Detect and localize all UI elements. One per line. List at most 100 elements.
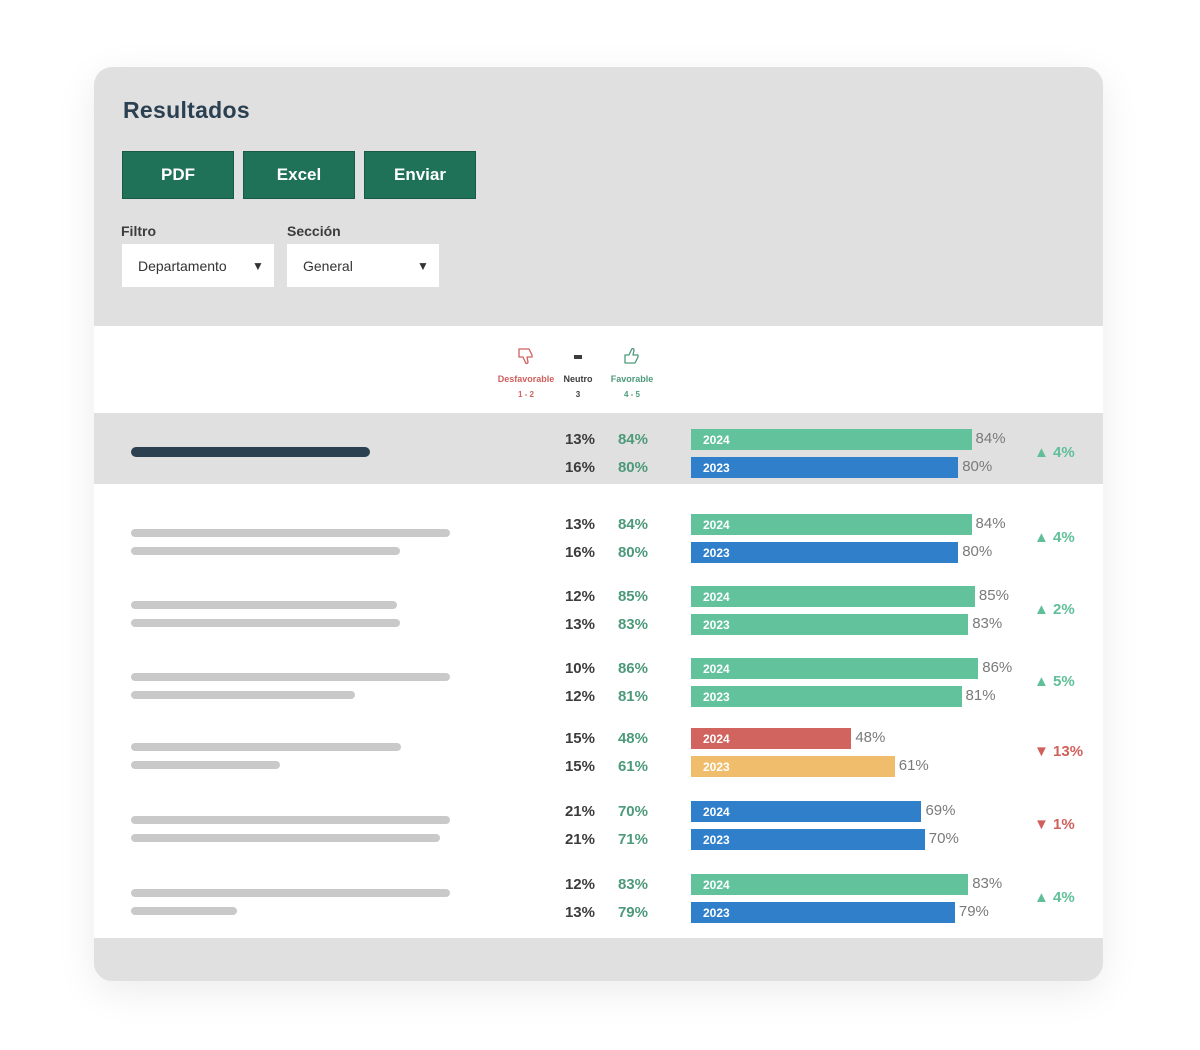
redacted-label-bar: [131, 619, 400, 627]
bar-value: 85%: [978, 587, 1009, 604]
year-bar: 2024: [691, 514, 972, 535]
bar-value: 83%: [972, 875, 1003, 892]
neutral-percent: 15%: [564, 730, 595, 747]
chevron-down-icon: ▼: [417, 258, 429, 273]
thumbs-down-icon: [518, 348, 533, 365]
excel-button[interactable]: Excel: [243, 151, 355, 199]
neutral-percent: 12%: [564, 688, 595, 705]
favorable-percent: 70%: [617, 803, 648, 820]
delta-down-badge: ▼ 1%: [1034, 816, 1075, 833]
bar-value: 83%: [972, 615, 1003, 632]
neutral-percent: 16%: [564, 544, 595, 561]
delta-up-badge: ▲ 4%: [1034, 444, 1075, 461]
filter-label: Filtro: [121, 223, 156, 239]
bar-value: 70%: [928, 830, 959, 847]
favorable-percent: 61%: [617, 758, 648, 775]
year-bar: 2023: [691, 756, 895, 777]
neutral-percent: 12%: [564, 588, 595, 605]
dash-icon: [574, 355, 582, 359]
favorable-percent: 84%: [617, 516, 648, 533]
neutral-percent: 21%: [564, 803, 595, 820]
redacted-label-bar: [131, 761, 280, 769]
page-title: Resultados: [123, 97, 250, 123]
results-card: Resultados PDF Excel Enviar Filtro Secci…: [94, 67, 1103, 981]
legend-favorable: Favorable 4 - 5: [602, 346, 662, 399]
redacted-label-bar: [131, 816, 450, 824]
bar-value: 80%: [962, 543, 993, 560]
favorable-percent: 85%: [617, 588, 648, 605]
year-bar: 2024: [691, 658, 979, 679]
favorable-percent: 81%: [617, 688, 648, 705]
year-bar: 2024: [691, 586, 975, 607]
bar-value: 69%: [925, 802, 956, 819]
year-bar: 2023: [691, 614, 969, 635]
redacted-label-bar: [131, 889, 450, 897]
section-label: Sección: [287, 223, 341, 239]
legend-unfavorable-range: 1 - 2: [517, 390, 534, 399]
neutral-percent: 13%: [564, 431, 595, 448]
neutral-percent: 10%: [564, 660, 595, 677]
bar-value: 86%: [982, 659, 1013, 676]
legend-unfavorable-label: Desfavorable: [497, 374, 555, 384]
bar-value: 61%: [898, 757, 929, 774]
redacted-label-bar: [131, 907, 237, 915]
favorable-percent: 83%: [617, 616, 648, 633]
redacted-label-bar: [131, 691, 355, 699]
delta-up-badge: ▲ 4%: [1034, 889, 1075, 906]
bar-value: 48%: [855, 729, 886, 746]
redacted-label-bar: [131, 834, 440, 842]
bar-value: 81%: [965, 687, 996, 704]
filter-dropdown-value: Departamento: [138, 257, 227, 274]
neutral-percent: 13%: [564, 616, 595, 633]
neutral-percent: 13%: [564, 516, 595, 533]
favorable-percent: 79%: [617, 904, 648, 921]
thumbs-up-icon: [624, 347, 639, 364]
year-bar: 2023: [691, 829, 925, 850]
redacted-label-bar: [131, 673, 450, 681]
legend-neutral-label: Neutro: [563, 374, 593, 384]
section-dropdown[interactable]: General ▼: [287, 244, 439, 287]
year-bar: 2023: [691, 902, 955, 923]
year-bar: 2023: [691, 457, 959, 478]
delta-up-badge: ▲ 5%: [1034, 673, 1075, 690]
year-bar: 2023: [691, 542, 959, 563]
send-button[interactable]: Enviar: [364, 151, 476, 199]
delta-up-badge: ▲ 4%: [1034, 529, 1075, 546]
favorable-percent: 83%: [617, 876, 648, 893]
year-bar: 2024: [691, 874, 969, 895]
neutral-percent: 16%: [564, 459, 595, 476]
redacted-label-bar: [131, 447, 370, 457]
bar-value: 80%: [962, 458, 993, 475]
delta-down-badge: ▼ 13%: [1034, 743, 1084, 760]
favorable-percent: 84%: [617, 431, 648, 448]
favorable-percent: 80%: [617, 459, 648, 476]
filter-dropdown[interactable]: Departamento ▼: [122, 244, 274, 287]
redacted-label-bar: [131, 547, 400, 555]
legend-favorable-range: 4 - 5: [623, 390, 640, 399]
bar-value: 79%: [958, 903, 989, 920]
year-bar: 2024: [691, 429, 972, 450]
bar-value: 84%: [975, 430, 1006, 447]
pdf-button[interactable]: PDF: [122, 151, 234, 199]
neutral-percent: 21%: [564, 831, 595, 848]
neutral-percent: 13%: [564, 904, 595, 921]
redacted-label-bar: [131, 743, 401, 751]
favorable-percent: 80%: [617, 544, 648, 561]
results-panel: Desfavorable 1 - 2 Neutro 3 Favorable 4 …: [94, 326, 1103, 938]
year-bar: 2024: [691, 728, 852, 749]
favorable-percent: 86%: [617, 660, 648, 677]
legend-neutral: Neutro 3: [558, 346, 598, 399]
year-bar: 2023: [691, 686, 962, 707]
year-bar: 2024: [691, 801, 922, 822]
chevron-down-icon: ▼: [252, 258, 264, 273]
section-dropdown-value: General: [303, 257, 353, 274]
bar-value: 84%: [975, 515, 1006, 532]
redacted-label-bar: [131, 601, 397, 609]
legend-unfavorable: Desfavorable 1 - 2: [496, 346, 556, 399]
legend-favorable-label: Favorable: [610, 374, 654, 384]
redacted-label-bar: [131, 529, 450, 537]
neutral-percent: 12%: [564, 876, 595, 893]
delta-up-badge: ▲ 2%: [1034, 601, 1075, 618]
favorable-percent: 71%: [617, 831, 648, 848]
neutral-percent: 15%: [564, 758, 595, 775]
